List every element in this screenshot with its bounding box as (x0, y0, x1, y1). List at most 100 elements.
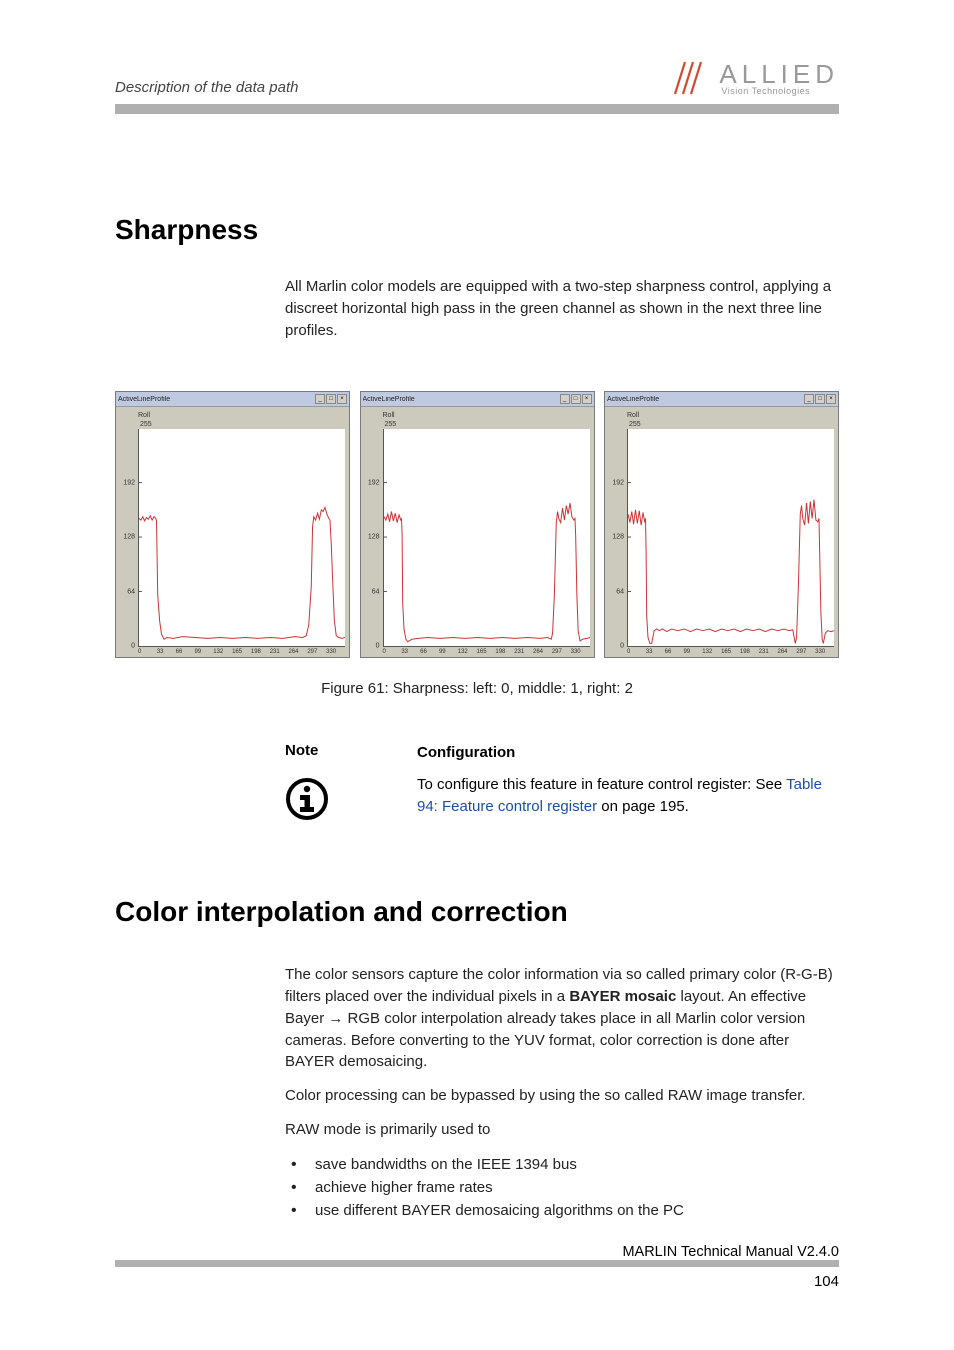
x-tick-label: 66 (176, 649, 195, 655)
chart-plot: 192128640 (383, 429, 590, 647)
chart-ymax-label: 255 (120, 420, 345, 429)
chart-body: Roll255192128640033669913216519823126429… (116, 407, 349, 657)
chart-window-title: ActiveLineProfile (363, 396, 415, 403)
color-para1: The color sensors capture the color info… (285, 964, 839, 1073)
maximize-icon[interactable]: □ (815, 394, 825, 404)
x-tick-label: 297 (796, 649, 815, 655)
logo-bars-icon (673, 60, 713, 96)
note-label: Note (285, 742, 385, 759)
close-icon[interactable]: × (826, 394, 836, 404)
chart-body: Roll255192128640033669913216519823126429… (361, 407, 594, 657)
chart-plot: 192128640 (627, 429, 834, 647)
note-text-pre: To configure this feature in feature con… (417, 776, 786, 793)
maximize-icon[interactable]: □ (571, 394, 581, 404)
y-tick-label: 0 (376, 643, 380, 650)
x-tick-label: 165 (232, 649, 251, 655)
footer-divider-bar (115, 1260, 839, 1267)
header-divider-bar (115, 104, 839, 114)
x-tick-label: 198 (251, 649, 270, 655)
x-tick-label: 33 (157, 649, 176, 655)
x-tick-label: 297 (307, 649, 326, 655)
chart-plot: 192128640 (138, 429, 345, 647)
x-tick-label: 0 (138, 649, 157, 655)
x-tick-label: 264 (778, 649, 797, 655)
x-tick-label: 0 (627, 649, 646, 655)
logo: ALLIED Vision Technologies (673, 60, 839, 96)
y-tick-label: 192 (123, 479, 135, 486)
page-header: Description of the data path ALLIED Visi… (115, 60, 839, 96)
chart-window-title: ActiveLineProfile (607, 396, 659, 403)
x-tick-label: 297 (552, 649, 571, 655)
x-tick-label: 198 (495, 649, 514, 655)
y-tick-label: 128 (612, 534, 624, 541)
chart-window-2: ActiveLineProfile_□×Roll2551921286400336… (604, 391, 839, 658)
x-tick-label: 0 (383, 649, 402, 655)
x-tick-label: 198 (740, 649, 759, 655)
x-tick-label: 264 (289, 649, 308, 655)
figure-caption: Figure 61: Sharpness: left: 0, middle: 1… (115, 680, 839, 697)
footer-doc-title: MARLIN Technical Manual V2.4.0 (115, 1244, 839, 1260)
x-tick-label: 330 (815, 649, 834, 655)
heading-color-interpolation: Color interpolation and correction (115, 896, 839, 928)
note-heading: Configuration (417, 742, 839, 764)
list-item: achieve higher frame rates (285, 1176, 839, 1199)
y-tick-label: 192 (368, 479, 380, 486)
color-para1-post: RGB color interpolation already takes pl… (285, 1010, 805, 1071)
charts-row: ActiveLineProfile_□×Roll2551921286400336… (115, 391, 839, 658)
chart-ymax-label: 255 (365, 420, 590, 429)
x-tick-label: 231 (270, 649, 289, 655)
logo-sub-text: Vision Technologies (719, 87, 839, 96)
maximize-icon[interactable]: □ (326, 394, 336, 404)
heading-sharpness: Sharpness (115, 214, 839, 246)
logo-main-text: ALLIED (719, 61, 839, 87)
list-item: use different BAYER demosaicing algorith… (285, 1199, 839, 1222)
chart-subtitle: Roll (120, 411, 345, 420)
x-tick-label: 165 (721, 649, 740, 655)
x-tick-label: 165 (477, 649, 496, 655)
y-tick-label: 64 (616, 588, 624, 595)
arrow-icon: → (328, 1010, 343, 1027)
header-section-title: Description of the data path (115, 79, 298, 96)
minimize-icon[interactable]: _ (804, 394, 814, 404)
chart-titlebar: ActiveLineProfile _□× (116, 392, 349, 407)
x-tick-label: 231 (514, 649, 533, 655)
note-text-post: on page 195. (597, 798, 689, 815)
y-tick-label: 0 (131, 643, 135, 650)
x-tick-label: 66 (420, 649, 439, 655)
x-tick-label: 99 (194, 649, 213, 655)
x-tick-label: 330 (326, 649, 345, 655)
chart-window-1: ActiveLineProfile_□×Roll2551921286400336… (360, 391, 595, 658)
info-icon (285, 777, 385, 826)
note-text: To configure this feature in feature con… (417, 774, 839, 818)
close-icon[interactable]: × (582, 394, 592, 404)
chart-titlebar: ActiveLineProfile _□× (361, 392, 594, 407)
y-tick-label: 128 (123, 534, 135, 541)
color-para1-bold: BAYER mosaic (569, 988, 676, 1005)
x-tick-label: 66 (665, 649, 684, 655)
chart-titlebar: ActiveLineProfile _□× (605, 392, 838, 407)
raw-mode-bullets: save bandwidths on the IEEE 1394 bus ach… (285, 1153, 839, 1223)
x-tick-label: 132 (702, 649, 721, 655)
x-tick-label: 33 (646, 649, 665, 655)
note-block: Note Configuration To configure this fea… (285, 742, 839, 826)
y-tick-label: 64 (127, 588, 135, 595)
color-para2: Color processing can be bypassed by usin… (285, 1085, 839, 1107)
minimize-icon[interactable]: _ (315, 394, 325, 404)
color-para3: RAW mode is primarily used to (285, 1119, 839, 1141)
chart-subtitle: Roll (365, 411, 590, 420)
footer-page-number: 104 (115, 1273, 839, 1290)
y-tick-label: 0 (620, 643, 624, 650)
page-footer: MARLIN Technical Manual V2.4.0 104 (115, 1244, 839, 1290)
chart-window-0: ActiveLineProfile_□×Roll2551921286400336… (115, 391, 350, 658)
sharpness-paragraph: All Marlin color models are equipped wit… (285, 276, 839, 341)
x-tick-label: 132 (213, 649, 232, 655)
chart-window-title: ActiveLineProfile (118, 396, 170, 403)
y-tick-label: 64 (372, 588, 380, 595)
x-tick-label: 99 (683, 649, 702, 655)
x-tick-label: 330 (571, 649, 590, 655)
x-tick-label: 33 (401, 649, 420, 655)
close-icon[interactable]: × (337, 394, 347, 404)
chart-subtitle: Roll (609, 411, 834, 420)
minimize-icon[interactable]: _ (560, 394, 570, 404)
x-tick-label: 132 (458, 649, 477, 655)
